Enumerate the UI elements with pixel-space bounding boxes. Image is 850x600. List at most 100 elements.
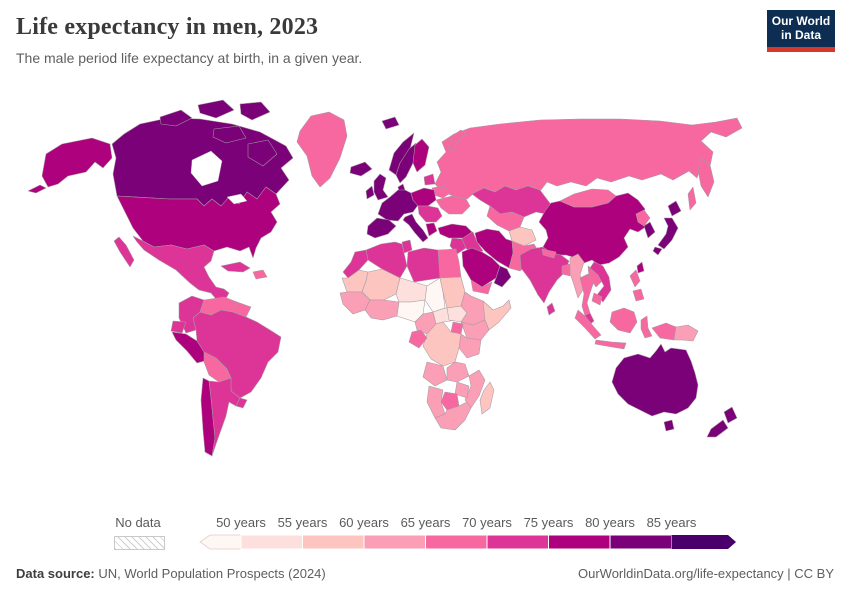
- country-iberia[interactable]: [366, 217, 397, 239]
- country-uk[interactable]: [373, 173, 389, 201]
- country-japan-kyushu[interactable]: [652, 246, 663, 256]
- legend-bin-85+[interactable]: [671, 535, 737, 549]
- country-baltics[interactable]: [423, 173, 436, 186]
- country-russia-kamchatka[interactable]: [697, 157, 715, 198]
- country-sulawesi[interactable]: [640, 315, 653, 339]
- country-java[interactable]: [594, 339, 627, 350]
- country-finland[interactable]: [412, 138, 430, 173]
- country-tanzania[interactable]: [458, 333, 482, 359]
- country-south-korea[interactable]: [643, 221, 656, 239]
- legend-no-data-swatch[interactable]: [114, 536, 165, 550]
- country-cambodia[interactable]: [591, 292, 603, 306]
- hudson-bay-water: [190, 150, 223, 187]
- country-turkey[interactable]: [437, 223, 473, 239]
- page-subtitle: The male period life expectancy at birth…: [16, 50, 363, 66]
- legend-tick-label: 60 years: [339, 515, 389, 530]
- country-australia[interactable]: [611, 343, 699, 417]
- legend-bin-75-80[interactable]: [548, 534, 611, 550]
- country-canada-arctic-4[interactable]: [212, 125, 247, 144]
- country-libya[interactable]: [406, 247, 441, 283]
- country-mexico[interactable]: [132, 235, 230, 301]
- country-iceland[interactable]: [349, 161, 373, 177]
- legend-bin-55-60[interactable]: [302, 534, 365, 550]
- country-philippines-south[interactable]: [632, 288, 645, 302]
- country-borneo[interactable]: [609, 307, 638, 334]
- legend-bin-60-65[interactable]: [363, 534, 426, 550]
- legend-bin-65-70[interactable]: [425, 534, 488, 550]
- country-myanmar[interactable]: [569, 253, 585, 299]
- footer-credit[interactable]: OurWorldinData.org/life-expectancy | CC …: [577, 566, 834, 581]
- country-italy[interactable]: [402, 213, 429, 243]
- country-venezuela[interactable]: [199, 296, 238, 316]
- country-niger[interactable]: [395, 277, 428, 303]
- owid-logo[interactable]: Our World in Data: [767, 10, 835, 52]
- country-guianas[interactable]: [232, 301, 252, 318]
- country-india[interactable]: [519, 246, 570, 304]
- country-tasmania[interactable]: [663, 419, 675, 432]
- country-greece[interactable]: [425, 222, 438, 237]
- legend-tick-label: 80 years: [585, 515, 635, 530]
- country-russia-sakhalin[interactable]: [687, 186, 697, 211]
- country-new-zealand-south[interactable]: [706, 419, 729, 438]
- legend-bin-50-55[interactable]: [240, 534, 303, 550]
- footer-source-text: UN, World Population Prospects (2024): [94, 566, 326, 581]
- legend-tick-label: 85 years: [646, 515, 697, 530]
- country-argentina[interactable]: [208, 377, 241, 457]
- footer-source-label: Data source:: [16, 566, 95, 581]
- country-mexico-baja[interactable]: [113, 236, 135, 268]
- country-uruguay[interactable]: [235, 397, 248, 409]
- country-north-korea[interactable]: [635, 209, 651, 227]
- country-central-europe[interactable]: [410, 187, 437, 207]
- country-russia[interactable]: [434, 117, 743, 200]
- country-papua-new-guinea[interactable]: [673, 324, 699, 342]
- country-japan-hokkaido[interactable]: [667, 200, 682, 217]
- legend-tick-label: 70 years: [462, 515, 512, 530]
- country-ukraine[interactable]: [435, 195, 471, 215]
- country-aleutians[interactable]: [27, 184, 47, 194]
- legend-no-data-label: No data: [115, 515, 161, 530]
- country-south-africa[interactable]: [434, 401, 472, 431]
- legend-bin-80-85[interactable]: [609, 534, 672, 550]
- country-oman-uae[interactable]: [493, 265, 512, 288]
- owid-logo-line2: in Data: [780, 28, 821, 42]
- country-zambia[interactable]: [446, 361, 470, 383]
- country-new-zealand-north[interactable]: [723, 406, 738, 424]
- country-angola[interactable]: [422, 361, 448, 387]
- country-canada-arctic-1[interactable]: [159, 109, 193, 127]
- legend-bin-<50[interactable]: [199, 534, 242, 550]
- legend-tick-label: 65 years: [400, 515, 451, 530]
- country-novaya-zemlya[interactable]: [447, 129, 467, 152]
- country-svalbard[interactable]: [381, 116, 400, 130]
- country-canada-baffin[interactable]: [247, 139, 278, 167]
- country-ecuador[interactable]: [170, 320, 187, 334]
- country-canada-arctic-3[interactable]: [239, 101, 271, 121]
- legend-bin-70-75[interactable]: [486, 534, 549, 550]
- country-gulf-of-guinea-coast[interactable]: [364, 299, 400, 321]
- legend-color-bar[interactable]: [198, 534, 738, 550]
- country-balkans[interactable]: [417, 205, 443, 223]
- footer: Data source: UN, World Population Prospe…: [16, 566, 834, 581]
- country-mongolia[interactable]: [559, 188, 617, 208]
- country-philippines-north[interactable]: [629, 269, 641, 288]
- country-cuba[interactable]: [220, 261, 251, 273]
- country-new-guinea-west[interactable]: [651, 322, 677, 341]
- country-mozambique[interactable]: [464, 369, 486, 409]
- country-gabon-congo[interactable]: [408, 329, 428, 349]
- country-sumatra[interactable]: [574, 309, 602, 340]
- country-alaska[interactable]: [41, 137, 113, 188]
- country-nepal[interactable]: [541, 248, 557, 259]
- legend-tick-label: 55 years: [277, 515, 328, 530]
- country-madagascar[interactable]: [479, 381, 495, 415]
- country-canada-arctic-2[interactable]: [197, 99, 235, 119]
- country-sri-lanka[interactable]: [546, 302, 556, 316]
- country-algeria[interactable]: [365, 241, 408, 279]
- country-zimbabwe[interactable]: [454, 381, 470, 399]
- country-greenland[interactable]: [296, 111, 348, 188]
- country-taiwan[interactable]: [636, 261, 645, 274]
- country-yemen[interactable]: [470, 279, 493, 295]
- country-bangladesh[interactable]: [561, 263, 571, 277]
- country-ireland[interactable]: [365, 185, 375, 200]
- country-japan-honshu[interactable]: [657, 217, 679, 250]
- country-hispaniola[interactable]: [252, 269, 268, 280]
